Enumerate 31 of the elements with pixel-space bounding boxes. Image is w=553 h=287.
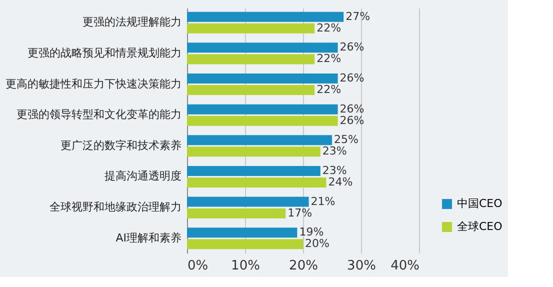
legend-label: 中国CEO [457, 197, 503, 210]
data-label: 24% [328, 176, 353, 189]
data-label: 20% [305, 237, 330, 250]
y-tick-label: 更广泛的数字和技术素养 [60, 138, 182, 152]
data-label: 26% [340, 114, 364, 127]
y-tick-label: 更高的敏捷性和压力下快速决策能力 [6, 77, 182, 90]
data-label: 22% [316, 52, 342, 66]
y-tick-label: 更强的领导转型和文化变革的能力 [16, 108, 182, 122]
y-tick-label: AI理解和素养 [116, 231, 182, 244]
data-label: 22% [316, 21, 342, 34]
x-tick-label: 30% [347, 258, 376, 274]
x-tick-label: 0% [188, 258, 208, 274]
data-label: 26% [340, 102, 364, 116]
x-tick-label: 10% [231, 258, 260, 274]
data-label: 25% [334, 133, 358, 146]
x-tick-label: 40% [390, 258, 420, 274]
data-label: 17% [288, 206, 312, 220]
y-tick-label: 提高沟通透明度 [104, 170, 182, 183]
y-tick-label: 更强的法规理解能力 [82, 16, 182, 29]
data-label: 26% [340, 40, 364, 54]
y-tick-label: 更强的战略预见和情景规划能力 [28, 46, 182, 60]
data-label: 22% [316, 83, 342, 96]
legend-label: 全球CEO [457, 220, 503, 233]
x-tick-label: 20% [289, 258, 318, 274]
data-label: 26% [340, 71, 364, 84]
data-label: 27% [346, 10, 370, 23]
data-label: 23% [322, 164, 347, 177]
data-label: 21% [310, 194, 336, 208]
y-tick-label: 全球视野和地缘政治理解力 [50, 200, 182, 214]
data-label: 19% [299, 226, 324, 239]
data-label: 23% [322, 144, 347, 158]
